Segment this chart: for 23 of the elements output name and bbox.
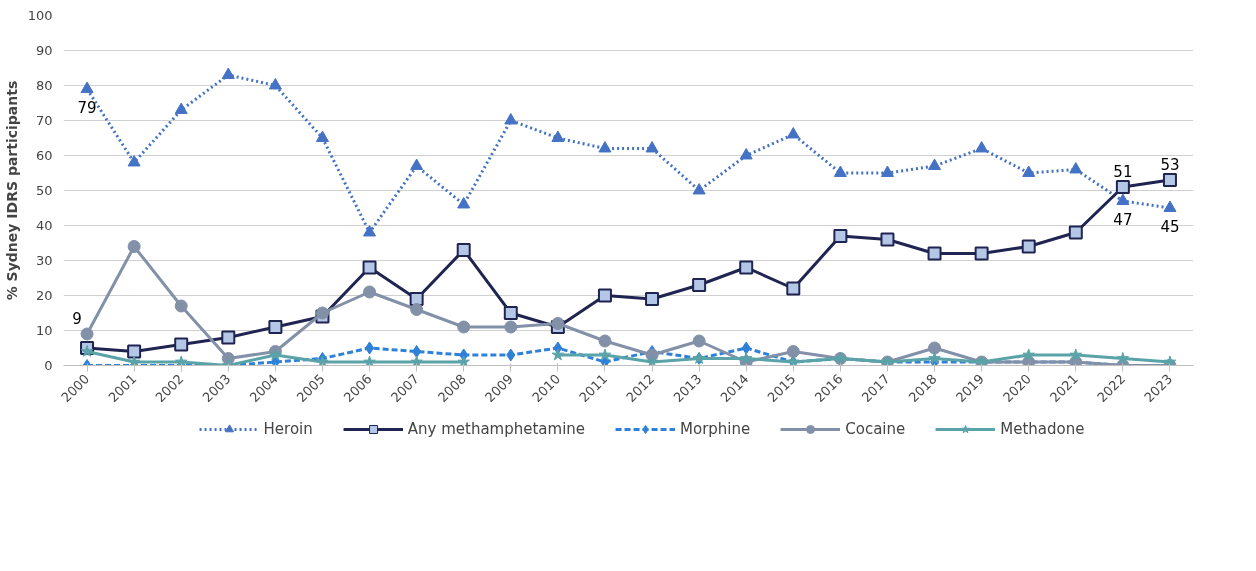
legend-label: Methadone — [1000, 420, 1085, 438]
y-tick-label: 0 — [44, 358, 53, 373]
legend-label: Any methamphetamine — [407, 420, 586, 438]
data-label: 9 — [72, 310, 82, 328]
y-tick-label: 100 — [27, 8, 53, 23]
data-label: 51 — [1113, 163, 1133, 181]
y-tick-label: 80 — [35, 78, 53, 93]
y-tick-label: 40 — [35, 218, 53, 233]
data-label: 45 — [1160, 218, 1180, 236]
y-tick-label: 60 — [35, 148, 53, 163]
data-label: 79 — [77, 99, 97, 117]
y-tick-label: 20 — [35, 288, 53, 303]
y-tick-label: 50 — [35, 183, 53, 198]
legend-label: Cocaine — [845, 420, 906, 438]
y-axis-title: % Sydney IDRS participants — [3, 80, 20, 301]
legend-label: Heroin — [263, 420, 313, 438]
y-tick-label: 70 — [35, 113, 53, 128]
y-tick-label: 30 — [35, 253, 53, 268]
y-tick-label: 90 — [35, 43, 53, 58]
data-label: 53 — [1160, 156, 1180, 174]
data-label: 47 — [1113, 211, 1133, 229]
y-tick-label: 10 — [35, 323, 53, 338]
legend-label: Morphine — [680, 420, 751, 438]
